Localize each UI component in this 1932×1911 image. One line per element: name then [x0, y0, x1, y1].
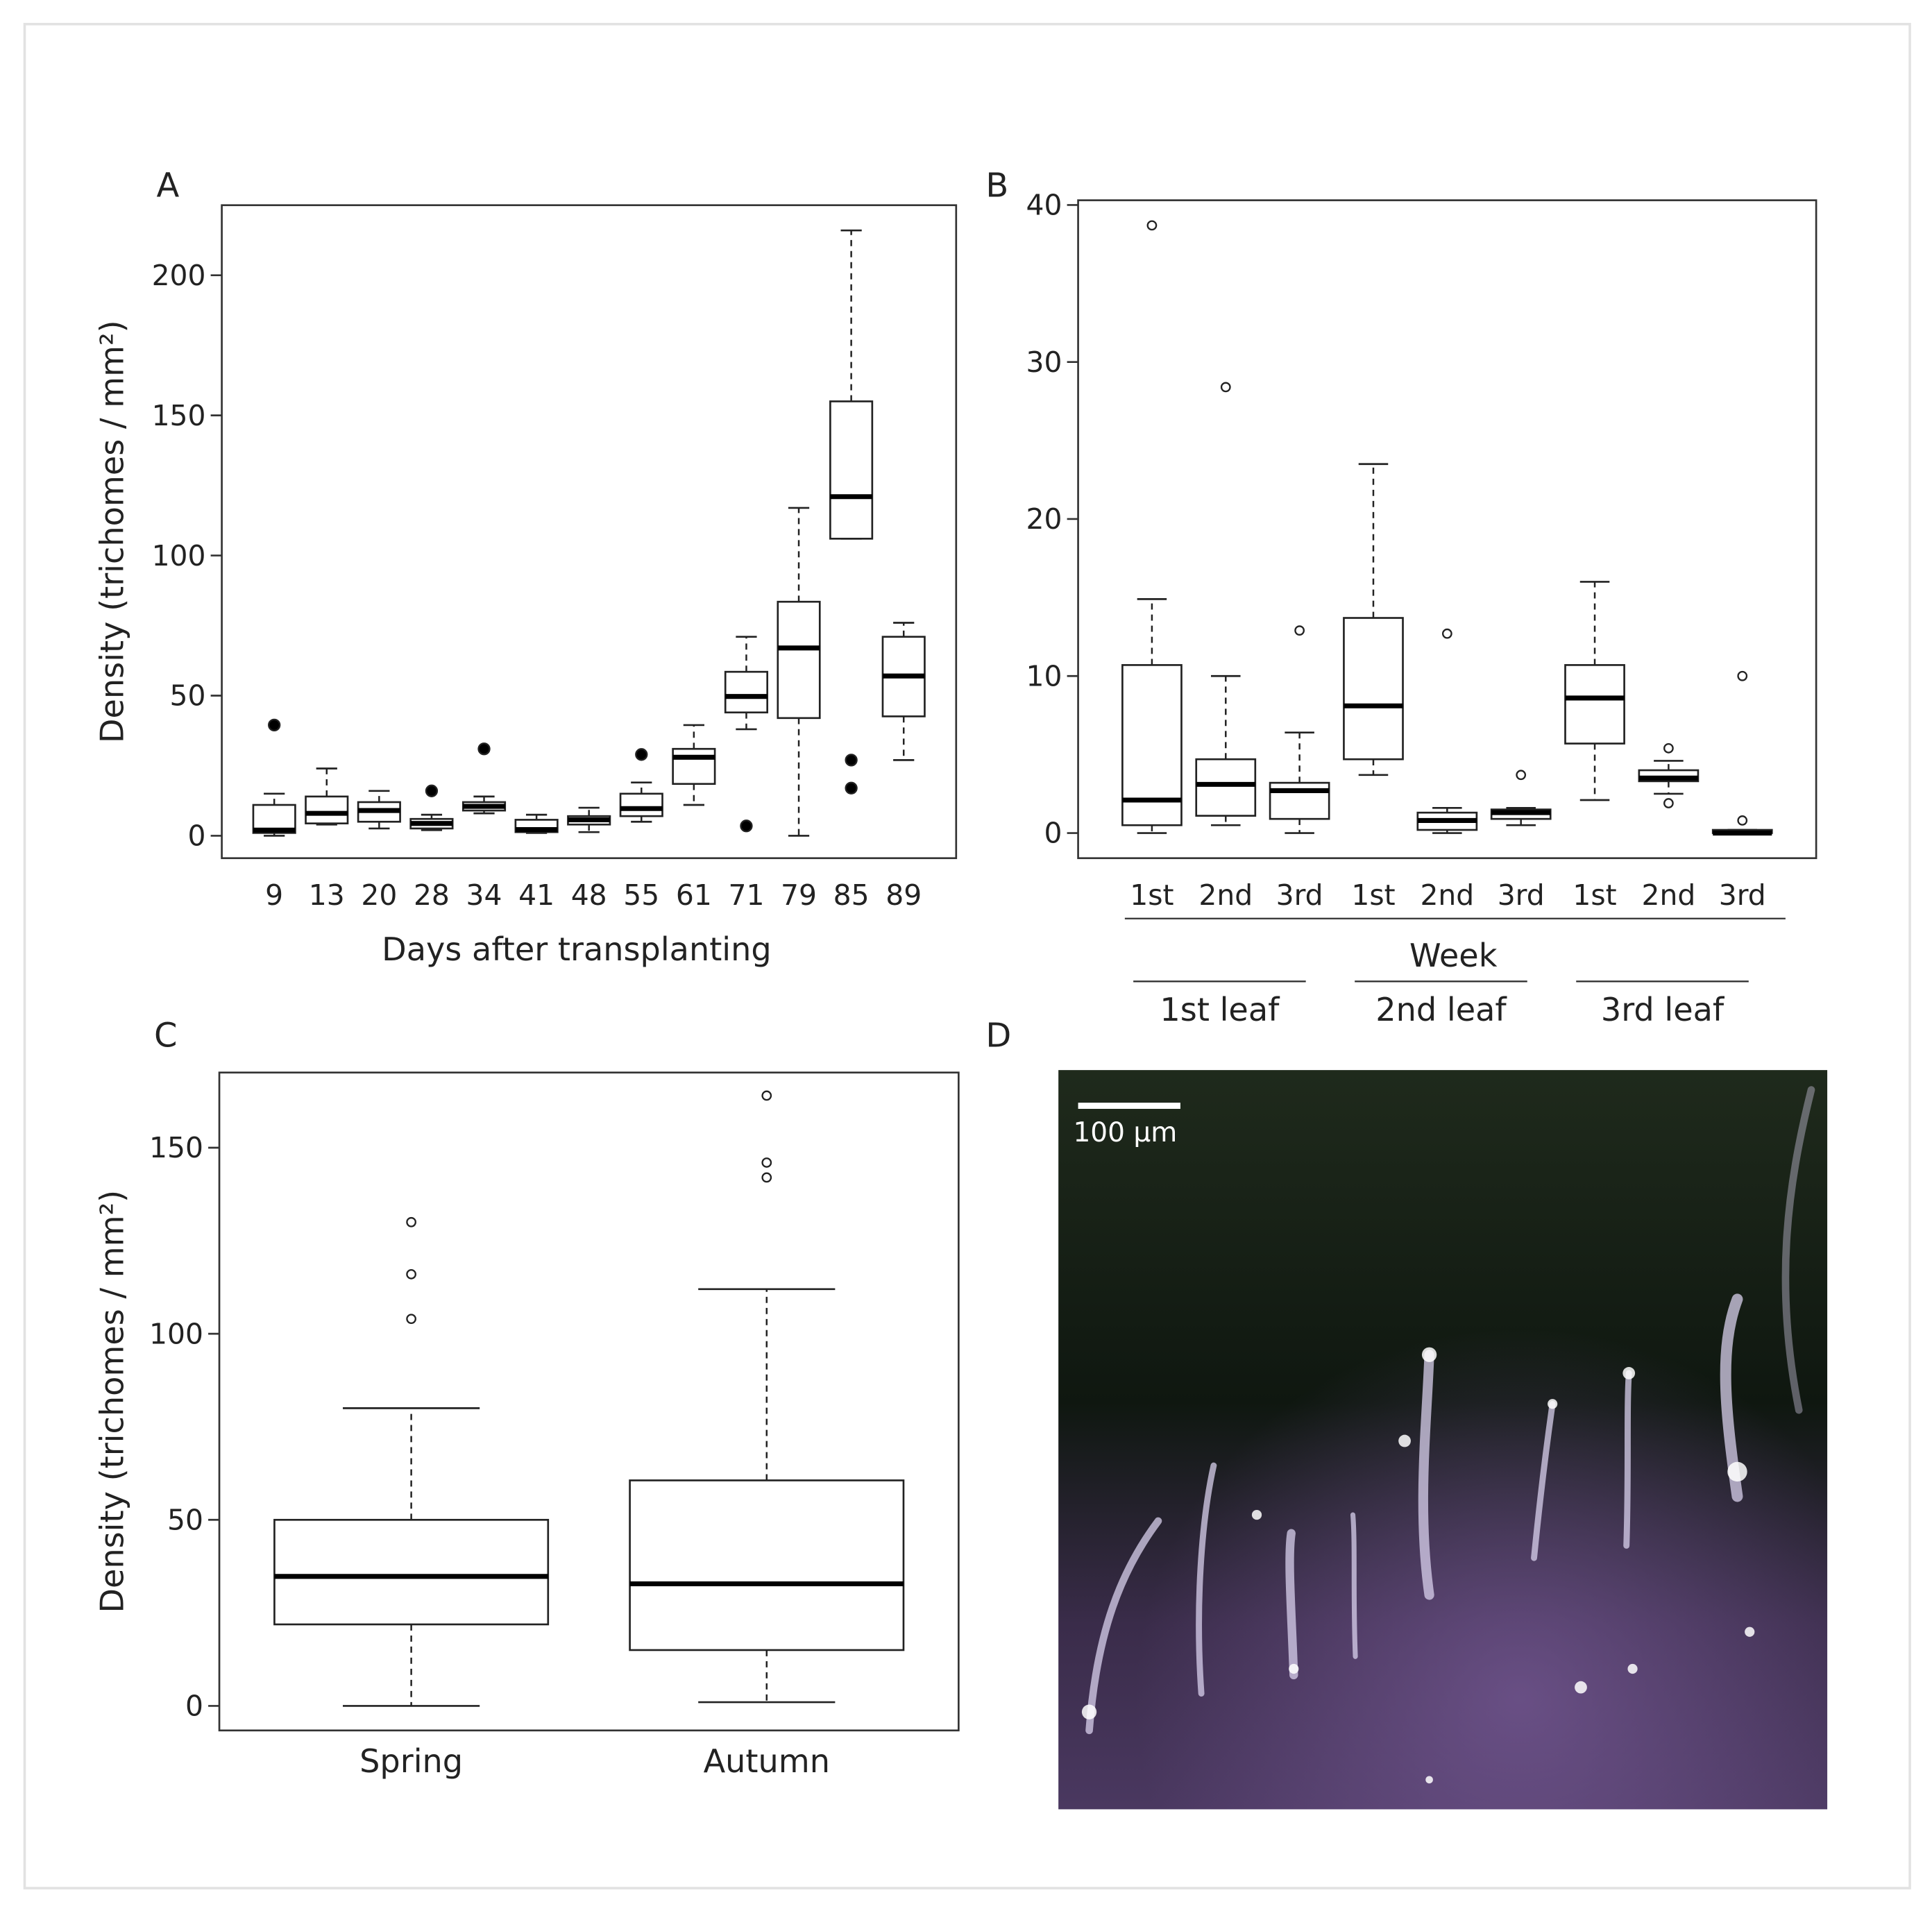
outlier: [740, 819, 753, 833]
x-tick-label: 1st: [1130, 878, 1173, 912]
outlier: [268, 718, 281, 732]
group-label: 2nd leaf: [1375, 991, 1507, 1028]
x-tick-label: 48: [571, 878, 607, 912]
y-tick-label: 20: [1026, 502, 1062, 536]
outlier: [1737, 815, 1748, 826]
x-tick-label: 34: [466, 878, 502, 912]
x-tick-label: 3rd: [1719, 878, 1766, 912]
plot-frame: [221, 204, 958, 860]
outlier: [761, 1172, 772, 1183]
outlier: [425, 784, 439, 797]
x-tick-label: 13: [309, 878, 345, 912]
panel-label: B: [985, 167, 1008, 205]
y-tick-label: 0: [185, 1690, 203, 1723]
box: [672, 747, 716, 785]
y-axis-title: Density (trichomes / mm²): [94, 1190, 131, 1613]
x-tick-label: 79: [781, 878, 817, 912]
box: [724, 670, 769, 714]
outlier: [477, 742, 491, 756]
y-tick-label: 50: [167, 1503, 203, 1536]
outlier: [1441, 628, 1452, 639]
outlier: [406, 1314, 416, 1325]
outlier: [761, 1090, 772, 1101]
outlier: [1663, 742, 1674, 754]
panel-label: D: [985, 1017, 1011, 1055]
panel-label: A: [156, 167, 179, 205]
box: [1343, 617, 1404, 761]
y-tick-label: 100: [152, 539, 206, 572]
x-tick-label: Spring: [359, 1742, 463, 1780]
outlier: [635, 748, 648, 761]
box: [1564, 664, 1625, 745]
x-tick-label: 41: [518, 878, 554, 912]
x-tick-label: 2nd: [1420, 878, 1474, 912]
plot-frame: [1077, 199, 1817, 860]
outlier: [406, 1268, 416, 1280]
outlier: [1737, 670, 1748, 681]
outlier: [1146, 220, 1158, 231]
chart: A 0 50 100 150 200 Density (trichomes / mm²) 9 1…: [94, 167, 958, 968]
x-tick-label: 1st: [1351, 878, 1395, 912]
group-label: 3rd leaf: [1601, 991, 1725, 1028]
x-tick-label: 2nd: [1642, 878, 1696, 912]
x-tick-label: 71: [728, 878, 764, 912]
x-tick-label: 89: [886, 878, 922, 912]
box: [1195, 758, 1257, 817]
figure-border: [23, 22, 1911, 1889]
y-tick-label: 100: [149, 1317, 203, 1350]
y-tick-label: 150: [152, 399, 206, 432]
y-tick-label: 50: [170, 679, 206, 713]
y-axis-title: Density (trichomes / mm²): [94, 320, 131, 743]
outlier: [1294, 625, 1305, 636]
outlier: [1516, 770, 1527, 781]
x-axis-title: Week: [1409, 937, 1498, 974]
chart: C 0 50 100 150 Density (trichomes / mm²) Sprin…: [94, 1017, 960, 1780]
x-tick-label: 3rd: [1498, 878, 1545, 912]
x-tick-label: 1st: [1573, 878, 1616, 912]
outlier: [761, 1157, 772, 1168]
y-tick-label: 30: [1026, 346, 1062, 379]
panel-label: C: [154, 1017, 177, 1055]
y-tick-label: 200: [152, 259, 206, 292]
x-tick-label: 20: [361, 878, 397, 912]
y-tick-label: 40: [1026, 189, 1062, 222]
box: [619, 792, 663, 817]
y-tick-label: 0: [188, 819, 206, 853]
x-tick-label: 55: [623, 878, 659, 912]
scale-bar-label: 100 µm: [1073, 1117, 1177, 1148]
x-tick-label: Autumn: [704, 1742, 830, 1780]
outlier: [845, 754, 858, 767]
box: [629, 1479, 905, 1651]
x-tick-label: 85: [833, 878, 870, 912]
box: [273, 1518, 550, 1626]
x-tick-label: 3rd: [1276, 878, 1323, 912]
group-label: 1st leaf: [1160, 991, 1280, 1028]
box: [829, 400, 874, 540]
y-tick-label: 10: [1026, 659, 1062, 693]
x-tick-label: 28: [414, 878, 450, 912]
x-tick-label: 9: [265, 878, 283, 912]
box: [777, 600, 821, 720]
outlier: [1220, 382, 1231, 393]
y-tick-label: 0: [1044, 817, 1062, 850]
y-tick-label: 150: [149, 1131, 203, 1164]
box: [305, 795, 349, 824]
outlier: [845, 781, 858, 795]
photo: 100 µm: [1058, 1070, 1828, 1810]
outlier: [406, 1216, 416, 1228]
x-tick-label: 2nd: [1198, 878, 1253, 912]
outlier: [1663, 798, 1674, 808]
x-tick-label: 61: [676, 878, 712, 912]
plot-frame: [218, 1071, 960, 1732]
x-axis-title: Days after transplanting: [382, 931, 772, 968]
